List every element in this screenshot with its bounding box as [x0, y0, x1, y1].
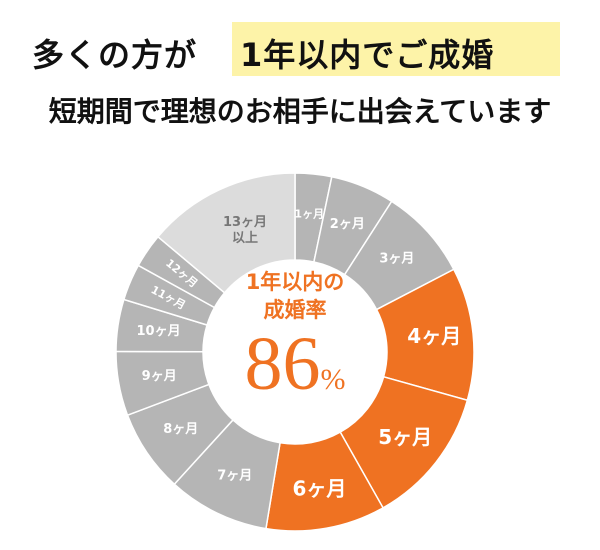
segment-label: 6ヶ月 [292, 476, 346, 500]
segment-label: 5ヶ月 [378, 425, 432, 449]
segment-label: 9ヶ月 [142, 369, 177, 384]
headline-prefix: 多くの方が [32, 36, 198, 74]
center-label-line1: 1年以内の [245, 270, 345, 294]
segment-label: 4ヶ月 [407, 324, 461, 348]
segment-label: 10ヶ月 [137, 324, 181, 339]
headline-highlight: 1年以内でご成婚 [232, 22, 560, 76]
donut-hole [203, 260, 387, 444]
segment-label: 8ヶ月 [163, 422, 198, 437]
center-value-number: 86 [244, 322, 321, 406]
subheadline: 短期間で理想のお相手に出会えています [48, 95, 552, 128]
center-value-unit: % [320, 363, 346, 396]
segment-label: 13ヶ月以上 [223, 215, 267, 246]
headline-highlight-text: 1年以内でご成婚 [240, 36, 495, 74]
segment-label: 2ヶ月 [330, 217, 365, 232]
segment-label: 3ヶ月 [379, 251, 414, 266]
segment-label: 1ヶ月 [294, 208, 324, 221]
center-label: 1年以内の 成婚率 86% [195, 268, 395, 420]
center-value: 86% [195, 324, 395, 420]
center-label-line2: 成婚率 [263, 298, 327, 322]
headline: 多くの方が 1年以内でご成婚 [0, 22, 600, 76]
segment-label: 7ヶ月 [217, 469, 252, 484]
